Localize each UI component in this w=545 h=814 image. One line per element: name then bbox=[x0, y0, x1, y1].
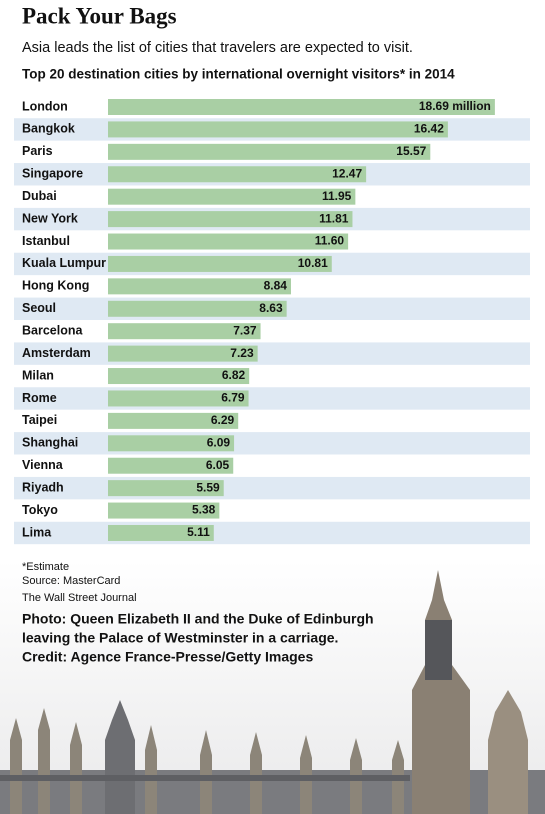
bar bbox=[108, 435, 235, 452]
category-label: Istanbul bbox=[22, 234, 70, 248]
value-label: 16.42 bbox=[414, 122, 444, 136]
bar bbox=[108, 121, 448, 138]
caption-line: leaving the Palace of Westminster in a c… bbox=[22, 630, 338, 646]
value-label: 6.79 bbox=[221, 391, 245, 405]
value-label: 8.63 bbox=[259, 301, 283, 315]
value-label: 6.29 bbox=[211, 413, 235, 427]
value-label: 18.69 million bbox=[419, 99, 491, 113]
title: Pack Your Bags bbox=[22, 3, 177, 28]
row-stripe bbox=[14, 432, 530, 455]
bar bbox=[108, 211, 353, 228]
chart-title: Top 20 destination cities by internation… bbox=[22, 67, 455, 82]
value-label: 6.05 bbox=[206, 458, 230, 472]
category-label: Seoul bbox=[22, 301, 56, 315]
bar bbox=[108, 278, 291, 295]
bar bbox=[108, 390, 249, 407]
row-stripe bbox=[14, 387, 530, 410]
category-label: Riyadh bbox=[22, 480, 64, 494]
category-label: Bangkok bbox=[22, 122, 75, 136]
bar bbox=[108, 255, 332, 272]
value-label: 7.23 bbox=[230, 346, 254, 360]
category-label: Lima bbox=[22, 525, 52, 539]
bar bbox=[108, 524, 214, 541]
bar bbox=[108, 233, 349, 250]
caption-line: Credit: Agence France-Presse/Getty Image… bbox=[22, 649, 313, 665]
photo-buildings bbox=[0, 570, 545, 814]
note: *Estimate bbox=[22, 561, 69, 573]
category-label: Kuala Lumpur bbox=[22, 256, 106, 270]
bar bbox=[108, 457, 234, 474]
category-label: Hong Kong bbox=[22, 279, 89, 293]
notes: *Estimate Source: MasterCard The Wall Stre… bbox=[22, 561, 137, 604]
bar bbox=[108, 323, 261, 340]
bar bbox=[108, 412, 239, 429]
value-label: 7.37 bbox=[233, 323, 257, 337]
category-label: Shanghai bbox=[22, 436, 78, 450]
bar bbox=[108, 188, 356, 205]
value-label: 8.84 bbox=[264, 279, 288, 293]
value-label: 5.38 bbox=[192, 503, 216, 517]
bar bbox=[108, 368, 250, 385]
bar bbox=[108, 166, 367, 183]
bar bbox=[108, 99, 495, 115]
value-label: 5.11 bbox=[187, 525, 210, 539]
chart: London 18.69 million Bangkok 16.42 Paris 15.5… bbox=[14, 99, 530, 545]
value-label: 6.09 bbox=[207, 435, 231, 449]
category-label: London bbox=[22, 99, 68, 113]
category-label: Taipei bbox=[22, 413, 57, 427]
caption-line: Photo: Queen Elizabeth II and the Duke o… bbox=[22, 611, 374, 627]
value-label: 6.82 bbox=[222, 368, 246, 382]
value-label: 11.95 bbox=[322, 189, 352, 203]
bar bbox=[108, 480, 224, 497]
category-label: Vienna bbox=[22, 458, 64, 472]
category-label: Rome bbox=[22, 391, 57, 405]
subtitle: Asia leads the list of cities that trave… bbox=[22, 40, 413, 56]
bar bbox=[108, 345, 258, 362]
caption: Photo: Queen Elizabeth II and the Duke o… bbox=[22, 611, 374, 665]
value-label: 5.59 bbox=[196, 480, 220, 494]
category-label: Tokyo bbox=[22, 503, 58, 517]
category-label: Milan bbox=[22, 368, 54, 382]
row-stripe bbox=[14, 342, 530, 365]
bar bbox=[108, 502, 220, 519]
value-label: 11.81 bbox=[319, 211, 349, 225]
value-label: 12.47 bbox=[332, 166, 362, 180]
value-label: 10.81 bbox=[298, 256, 328, 270]
bar bbox=[108, 143, 431, 160]
row-stripe bbox=[14, 521, 530, 545]
value-label: 15.57 bbox=[396, 144, 426, 158]
category-label: Amsterdam bbox=[22, 346, 91, 360]
value-label: 11.60 bbox=[315, 234, 345, 248]
category-label: Barcelona bbox=[22, 323, 83, 337]
category-label: New York bbox=[22, 211, 78, 225]
bar bbox=[108, 300, 287, 317]
note: The Wall Street Journal bbox=[22, 592, 137, 604]
note: Source: MasterCard bbox=[22, 575, 120, 587]
category-label: Paris bbox=[22, 144, 53, 158]
category-label: Singapore bbox=[22, 167, 83, 181]
category-label: Dubai bbox=[22, 189, 57, 203]
row-stripe bbox=[14, 476, 530, 500]
